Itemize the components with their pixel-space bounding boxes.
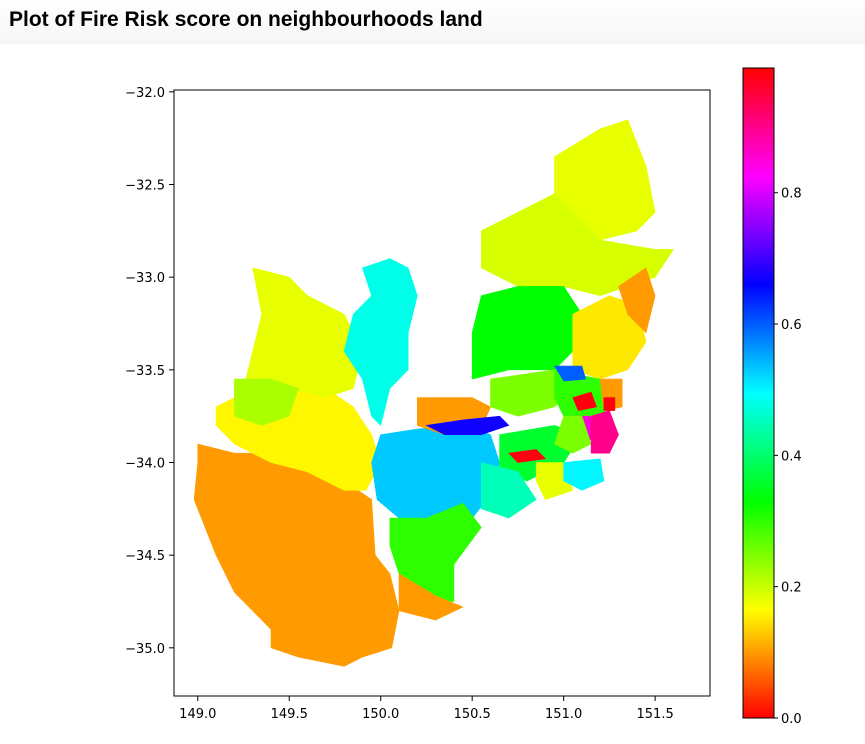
region-west-link bbox=[234, 378, 299, 426]
region-north-east bbox=[553, 365, 586, 382]
y-tick-label: −33.5 bbox=[125, 364, 165, 379]
y-tick-label: −32.0 bbox=[125, 86, 165, 101]
x-tick-label: 150.5 bbox=[454, 707, 491, 722]
x-tick-label: 150.0 bbox=[362, 707, 399, 722]
region-lake-mac bbox=[618, 267, 656, 334]
region-south-green bbox=[389, 502, 482, 602]
title-bar: Plot of Fire Risk score on neighbourhood… bbox=[0, 0, 865, 44]
colorbar: 0.0 0.2 0.4 0.6 0.8 bbox=[742, 67, 802, 727]
region-north-cyan bbox=[343, 258, 418, 426]
colorbar-tick-label: 0.8 bbox=[781, 187, 802, 202]
colorbar-tick-label: 0.4 bbox=[781, 449, 802, 464]
y-tick-label: −35.0 bbox=[125, 642, 165, 657]
page-title: Plot of Fire Risk score on neighbourhood… bbox=[9, 8, 483, 31]
plot-frame bbox=[173, 89, 711, 697]
x-tick-label: 149.0 bbox=[179, 707, 216, 722]
y-tick-label: −34.0 bbox=[125, 456, 165, 471]
x-axis: 149.0 149.5 150.0 150.5 151.0 151.5 bbox=[179, 696, 674, 722]
region-inner-west bbox=[554, 415, 592, 454]
region-campbelltown bbox=[480, 462, 537, 519]
x-tick-label: 151.5 bbox=[637, 707, 674, 722]
region-liverpool-red bbox=[508, 449, 547, 463]
y-tick-label: −32.5 bbox=[125, 179, 165, 194]
region-red-patch bbox=[572, 391, 598, 411]
region-botany bbox=[563, 458, 605, 491]
region-eastern bbox=[590, 410, 619, 454]
x-tick-label: 151.0 bbox=[545, 707, 582, 722]
y-axis: −32.0 −32.5 −33.0 −33.5 −34.0 −34.5 −35.0 bbox=[125, 86, 174, 657]
region-blue-mountains bbox=[371, 425, 500, 528]
y-tick-label: −34.5 bbox=[125, 549, 165, 564]
colorbar-gradient bbox=[742, 67, 775, 719]
region-hawkesbury-green bbox=[471, 286, 583, 380]
x-tick-label: 149.5 bbox=[271, 707, 308, 722]
y-tick-label: −33.0 bbox=[125, 271, 165, 286]
map-regions bbox=[193, 119, 674, 667]
region-north-west bbox=[243, 267, 363, 398]
region-south-coast bbox=[398, 573, 464, 621]
colorbar-tick-label: 0.2 bbox=[781, 581, 802, 596]
colorbar-tick-label: 0.0 bbox=[781, 712, 802, 727]
region-hills-blue bbox=[425, 415, 510, 436]
region-ku-ring-gai bbox=[603, 397, 616, 411]
colorbar-tick-label: 0.6 bbox=[781, 318, 802, 333]
